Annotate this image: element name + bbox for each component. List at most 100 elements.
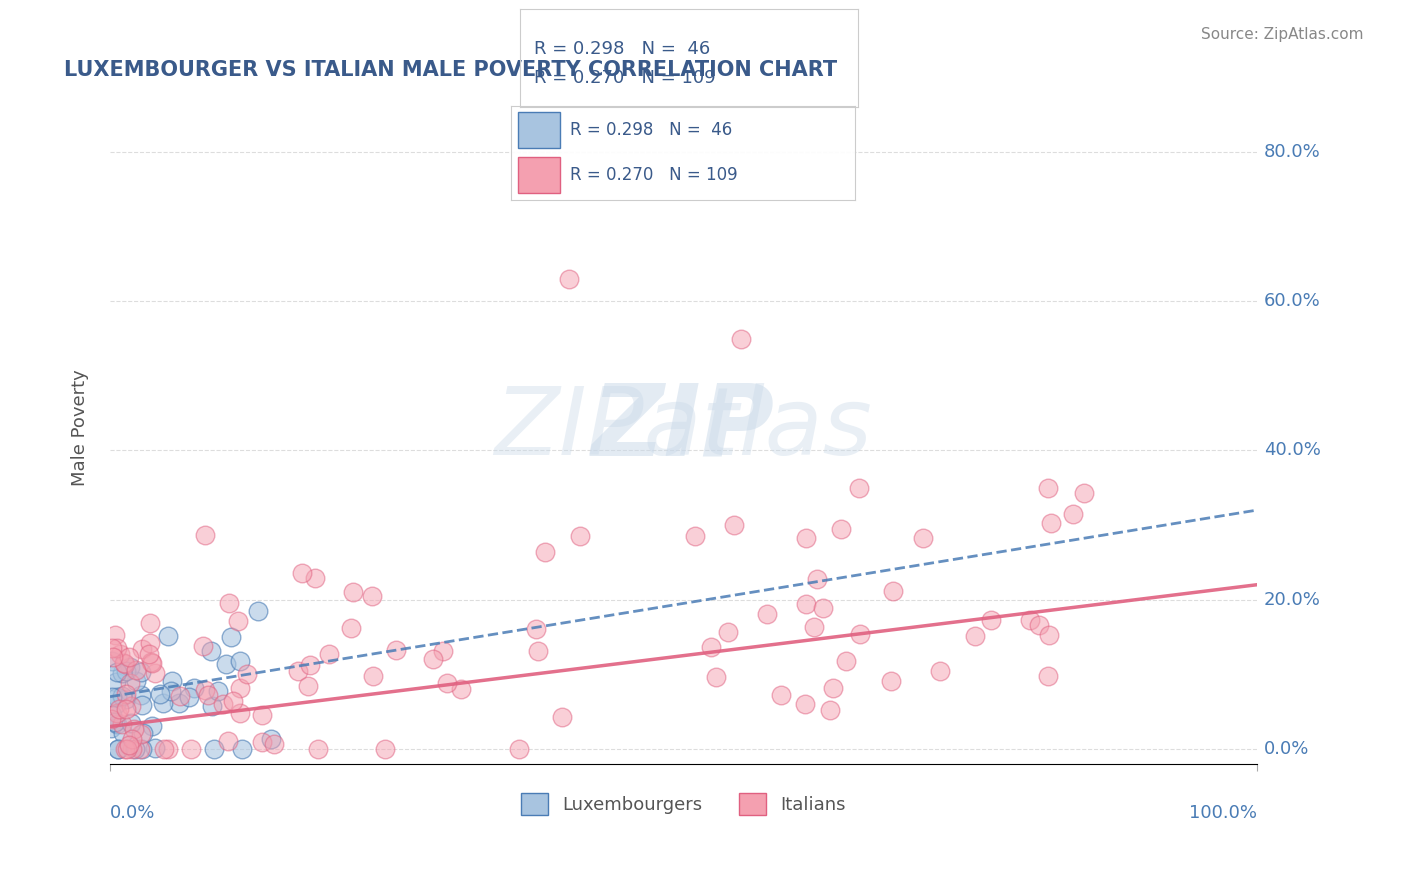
Point — [432, 644, 454, 658]
Text: 40.0%: 40.0% — [1264, 442, 1320, 459]
Point — [217, 734, 239, 748]
Point — [307, 742, 329, 756]
Point — [160, 683, 183, 698]
Point — [963, 629, 986, 643]
Point — [183, 681, 205, 696]
Point — [139, 616, 162, 631]
Point — [340, 621, 363, 635]
Point — [129, 727, 152, 741]
Point — [830, 522, 852, 536]
Point — [177, 690, 200, 704]
Point — [811, 601, 834, 615]
Point — [111, 726, 134, 740]
Point — [169, 690, 191, 704]
Point — [157, 629, 180, 643]
Point — [1073, 486, 1095, 500]
Point — [104, 675, 127, 690]
Point — [793, 697, 815, 711]
Point — [823, 681, 845, 695]
Point — [118, 649, 141, 664]
Text: 20.0%: 20.0% — [1264, 591, 1320, 608]
Point — [508, 742, 530, 756]
Text: Source: ZipAtlas.com: Source: ZipAtlas.com — [1201, 27, 1364, 42]
Point — [436, 676, 458, 690]
Point — [717, 625, 740, 640]
Text: R = 0.270   N = 109: R = 0.270 N = 109 — [534, 70, 716, 87]
Point — [848, 627, 870, 641]
Point — [568, 528, 591, 542]
Point — [299, 657, 322, 672]
Point — [385, 643, 408, 657]
Point — [111, 689, 134, 703]
Point — [704, 671, 727, 685]
Point — [361, 669, 384, 683]
Point — [115, 702, 138, 716]
Point — [226, 615, 249, 629]
Point — [152, 696, 174, 710]
Point — [882, 584, 904, 599]
Point — [342, 584, 364, 599]
Point — [361, 589, 384, 603]
Text: 0.0%: 0.0% — [110, 804, 156, 822]
Text: 100.0%: 100.0% — [1189, 804, 1257, 822]
Point — [848, 481, 870, 495]
Point — [107, 742, 129, 756]
Y-axis label: Male Poverty: Male Poverty — [72, 369, 89, 486]
Point — [100, 722, 122, 736]
Point — [228, 654, 250, 668]
Point — [138, 647, 160, 661]
Point — [318, 648, 340, 662]
Point — [755, 607, 778, 622]
Point — [215, 657, 238, 672]
Text: LUXEMBOURGER VS ITALIAN MALE POVERTY CORRELATION CHART: LUXEMBOURGER VS ITALIAN MALE POVERTY COR… — [65, 60, 838, 79]
Point — [246, 604, 269, 618]
Point — [114, 657, 136, 671]
Point — [229, 681, 252, 695]
Point — [1028, 617, 1050, 632]
Point — [121, 742, 143, 756]
Point — [374, 742, 396, 756]
Point — [194, 682, 217, 697]
Point — [526, 643, 548, 657]
Point — [141, 719, 163, 733]
Point — [104, 697, 127, 711]
Point — [105, 665, 128, 680]
Text: 60.0%: 60.0% — [1264, 293, 1320, 310]
Point — [118, 738, 141, 752]
Point — [820, 703, 842, 717]
Point — [118, 676, 141, 690]
Point — [794, 531, 817, 545]
Point — [980, 613, 1002, 627]
Point — [129, 742, 152, 756]
Point — [193, 528, 215, 542]
Point — [115, 742, 138, 756]
Point — [534, 545, 557, 559]
Point — [229, 706, 252, 721]
Point — [160, 673, 183, 688]
Point — [1038, 628, 1060, 642]
Point — [304, 571, 326, 585]
Point — [1039, 516, 1062, 530]
Point — [558, 272, 581, 286]
Point — [252, 735, 274, 749]
Point — [101, 690, 124, 705]
Point — [105, 706, 128, 720]
Point — [101, 640, 124, 655]
Point — [806, 573, 828, 587]
Point — [111, 717, 134, 731]
Point — [551, 710, 574, 724]
Point — [104, 628, 127, 642]
Text: ZIPatlas: ZIPatlas — [495, 383, 872, 474]
Point — [120, 716, 142, 731]
Point — [287, 665, 309, 679]
Point — [131, 726, 153, 740]
Point — [114, 687, 136, 701]
Point — [118, 660, 141, 674]
Point — [124, 674, 146, 689]
Point — [114, 656, 136, 670]
Point — [201, 698, 224, 713]
Point — [131, 641, 153, 656]
Point — [730, 331, 752, 345]
Point — [260, 732, 283, 747]
Point — [803, 620, 825, 634]
